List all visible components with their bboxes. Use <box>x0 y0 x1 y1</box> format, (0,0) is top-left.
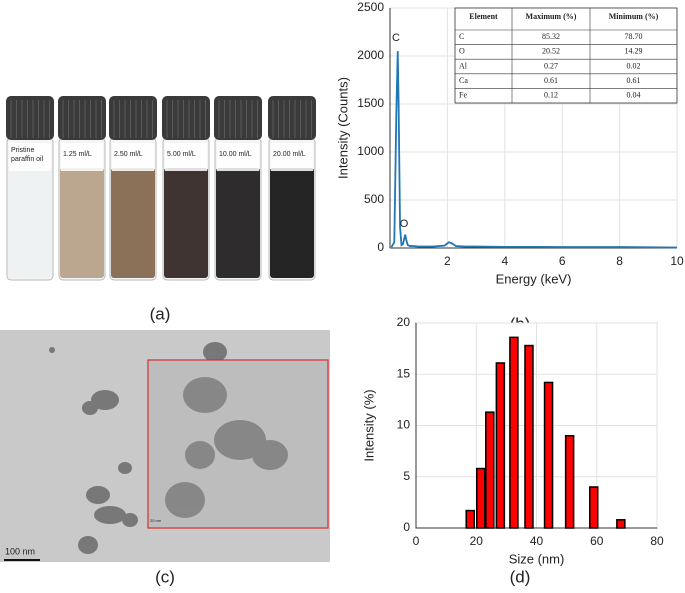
annotation: O <box>400 218 409 230</box>
caption: (a) <box>150 304 171 323</box>
annotation: C <box>392 32 400 44</box>
table-cell: Al <box>459 61 468 70</box>
y-axis-label: Intensity (Counts) <box>335 77 350 179</box>
table-cell: 78.70 <box>625 32 643 41</box>
table-cell: 20.52 <box>542 47 560 56</box>
table-cell: 14.29 <box>625 47 643 56</box>
table-cell: O <box>459 47 465 56</box>
vial-label: 20.00 ml/L <box>273 151 306 158</box>
vial-liquid <box>270 168 314 278</box>
x-axis-label: Energy (keV) <box>496 271 572 286</box>
y-tick-label: 500 <box>364 192 384 206</box>
vial-cap <box>214 96 262 140</box>
x-tick-label: 0 <box>413 534 420 548</box>
vial-label-bg <box>112 143 154 171</box>
y-tick-label: 1500 <box>357 96 384 110</box>
tem-particles <box>49 342 227 554</box>
vial-label: 1.25 ml/L <box>63 151 92 158</box>
x-tick-label: 6 <box>559 254 566 268</box>
bar <box>485 411 495 529</box>
x-tick-label: 80 <box>650 534 664 548</box>
bar <box>495 362 506 529</box>
vial-label: Pristine paraffin oil <box>11 147 44 163</box>
vial-label: 2.50 ml/L <box>114 151 143 158</box>
bar <box>476 467 486 529</box>
bar <box>564 435 575 529</box>
y-tick-label: 0 <box>377 240 384 254</box>
table-header: Minimum (%) <box>609 12 659 21</box>
table-cell: 85.32 <box>542 32 560 41</box>
y-axis-label: Intensity (%) <box>361 389 376 461</box>
y-tick-label: 20 <box>397 315 411 329</box>
y-tick-label: 1000 <box>357 144 384 158</box>
vial-cap <box>6 96 54 140</box>
table-cell: Fe <box>459 91 467 100</box>
bar <box>616 519 626 529</box>
table-header: Element <box>469 12 498 21</box>
vial-label: 10.00 ml/L <box>219 151 252 158</box>
x-tick-label: 20 <box>470 534 484 548</box>
vial-liquid <box>8 168 52 278</box>
table-cell: Ca <box>459 76 468 85</box>
table-cell: C <box>459 32 464 41</box>
bar <box>524 344 534 529</box>
vial-cap <box>109 96 157 140</box>
vial-liquid <box>60 168 104 278</box>
vial-cap <box>58 96 106 140</box>
x-tick-label: 8 <box>616 254 623 268</box>
vial-label-bg <box>271 143 313 171</box>
y-tick-label: 2000 <box>357 48 384 62</box>
caption: (d) <box>510 567 531 586</box>
x-tick-label: 60 <box>590 534 604 548</box>
scale-bar-label: 100 nm <box>5 546 35 556</box>
table-cell: 0.61 <box>544 76 558 85</box>
vial-label-bg <box>9 143 51 171</box>
vial-label-bg <box>165 143 207 171</box>
bar <box>543 381 554 529</box>
bar <box>465 509 475 529</box>
y-tick-label: 0 <box>403 520 410 534</box>
y-tick-label: 2500 <box>357 0 384 14</box>
vial-label: 5.00 ml/L <box>167 151 196 158</box>
x-tick-label: 2 <box>444 254 451 268</box>
table-cell: 0.02 <box>627 61 641 70</box>
x-axis-label: Size (nm) <box>509 551 565 566</box>
caption: (c) <box>155 567 175 586</box>
table-header: Maximum (%) <box>526 12 577 21</box>
y-tick-label: 15 <box>397 366 411 380</box>
table-cell: 0.04 <box>627 91 641 100</box>
vial-label-bg <box>61 143 103 171</box>
table-cell: 0.61 <box>627 76 641 85</box>
table-cell: 0.27 <box>544 61 558 70</box>
vial-cap <box>162 96 210 140</box>
vial-liquid <box>164 168 208 278</box>
tem-inset-particles <box>165 377 288 518</box>
vial-liquid <box>216 168 260 278</box>
bar <box>509 336 519 529</box>
vial-liquid <box>111 168 155 278</box>
y-tick-label: 5 <box>403 469 410 483</box>
bar <box>588 486 599 529</box>
table-cell: 0.12 <box>544 91 558 100</box>
inset-scale-bar-label: 20 nm <box>150 518 162 523</box>
spectrum-line <box>390 51 678 249</box>
vial-cap <box>268 96 316 140</box>
vial-label-bg <box>217 143 259 171</box>
table-frame <box>454 7 678 104</box>
x-tick-label: 40 <box>530 534 544 548</box>
y-tick-label: 10 <box>397 418 411 432</box>
x-tick-label: 10 <box>670 254 684 268</box>
x-tick-label: 4 <box>501 254 508 268</box>
